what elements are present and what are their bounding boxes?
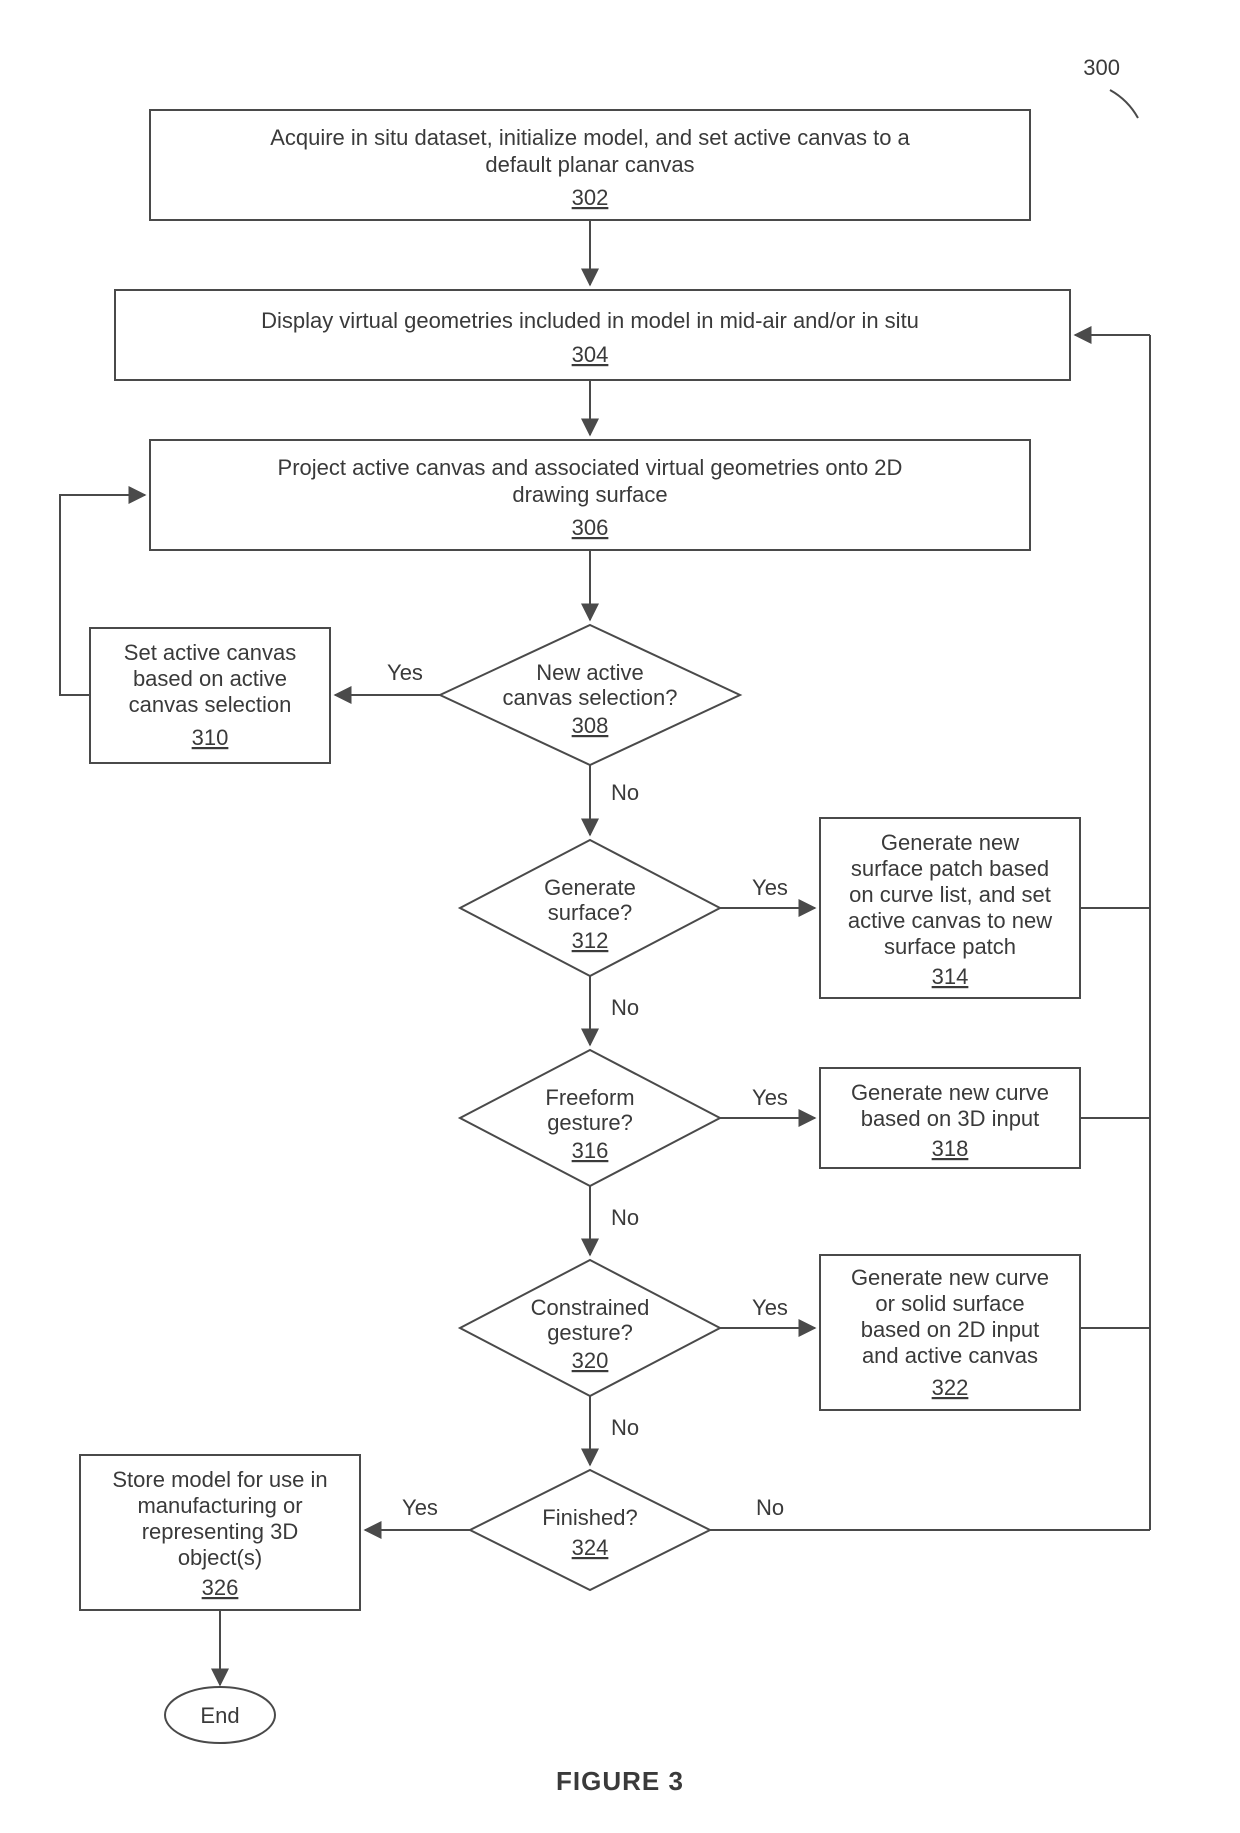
node-314-ref: 314 bbox=[932, 964, 969, 989]
node-308-ref: 308 bbox=[572, 713, 609, 738]
node-320-line1: Constrained bbox=[531, 1295, 650, 1320]
node-322-line4: and active canvas bbox=[862, 1343, 1038, 1368]
edge-324-no-label: No bbox=[756, 1495, 784, 1520]
node-316-ref: 316 bbox=[572, 1138, 609, 1163]
node-318-ref: 318 bbox=[932, 1136, 969, 1161]
node-314-line2: surface patch based bbox=[851, 856, 1049, 881]
node-end-label: End bbox=[200, 1703, 239, 1728]
node-302-line2: default planar canvas bbox=[485, 152, 694, 177]
node-314-line1: Generate new bbox=[881, 830, 1019, 855]
node-314-line4: active canvas to new bbox=[848, 908, 1052, 933]
node-318-line2: based on 3D input bbox=[861, 1106, 1040, 1131]
node-310-line1: Set active canvas bbox=[124, 640, 296, 665]
edge-312-yes-label: Yes bbox=[752, 875, 788, 900]
node-318-line1: Generate new curve bbox=[851, 1080, 1049, 1105]
page-ref-curl bbox=[1110, 90, 1138, 118]
node-314-line5: surface patch bbox=[884, 934, 1016, 959]
node-326-line3: representing 3D bbox=[142, 1519, 299, 1544]
node-324 bbox=[470, 1470, 710, 1590]
flowchart-figure: 300 Acquire in situ dataset, initialize … bbox=[0, 0, 1240, 1833]
node-322-line1: Generate new curve bbox=[851, 1265, 1049, 1290]
edge-310-306 bbox=[60, 495, 145, 695]
node-304-ref: 304 bbox=[572, 342, 609, 367]
node-322-ref: 322 bbox=[932, 1375, 969, 1400]
node-306-line1: Project active canvas and associated vir… bbox=[278, 455, 903, 480]
node-316-line2: gesture? bbox=[547, 1110, 633, 1135]
node-312-ref: 312 bbox=[572, 928, 609, 953]
node-326-ref: 326 bbox=[202, 1575, 239, 1600]
edge-308-no-label: No bbox=[611, 780, 639, 805]
edge-320-no-label: No bbox=[611, 1415, 639, 1440]
node-312-line2: surface? bbox=[548, 900, 632, 925]
node-320-ref: 320 bbox=[572, 1348, 609, 1373]
node-322-line3: based on 2D input bbox=[861, 1317, 1040, 1342]
edge-316-yes-label: Yes bbox=[752, 1085, 788, 1110]
node-308-line2: canvas selection? bbox=[503, 685, 678, 710]
node-308-line1: New active bbox=[536, 660, 644, 685]
node-324-line1: Finished? bbox=[542, 1505, 637, 1530]
edge-324-yes-label: Yes bbox=[402, 1495, 438, 1520]
edge-312-no-label: No bbox=[611, 995, 639, 1020]
node-312-line1: Generate bbox=[544, 875, 636, 900]
node-306-line2: drawing surface bbox=[512, 482, 667, 507]
node-302-ref: 302 bbox=[572, 185, 609, 210]
node-322-line2: or solid surface bbox=[875, 1291, 1024, 1316]
node-310-ref: 310 bbox=[192, 725, 229, 750]
figure-label: FIGURE 3 bbox=[556, 1766, 684, 1796]
node-324-ref: 324 bbox=[572, 1535, 609, 1560]
node-326-line4: object(s) bbox=[178, 1545, 262, 1570]
edge-320-yes-label: Yes bbox=[752, 1295, 788, 1320]
node-326-line2: manufacturing or bbox=[137, 1493, 302, 1518]
node-314-line3: on curve list, and set bbox=[849, 882, 1051, 907]
edge-316-no-label: No bbox=[611, 1205, 639, 1230]
node-310-line3: canvas selection bbox=[129, 692, 292, 717]
node-326-line1: Store model for use in bbox=[112, 1467, 327, 1492]
node-306-ref: 306 bbox=[572, 515, 609, 540]
node-310-line2: based on active bbox=[133, 666, 287, 691]
node-302-line1: Acquire in situ dataset, initialize mode… bbox=[270, 125, 910, 150]
node-304-line1: Display virtual geometries included in m… bbox=[261, 308, 919, 333]
node-316-line1: Freeform bbox=[545, 1085, 634, 1110]
edge-308-310-label: Yes bbox=[387, 660, 423, 685]
page-ref: 300 bbox=[1083, 55, 1120, 80]
node-320-line2: gesture? bbox=[547, 1320, 633, 1345]
